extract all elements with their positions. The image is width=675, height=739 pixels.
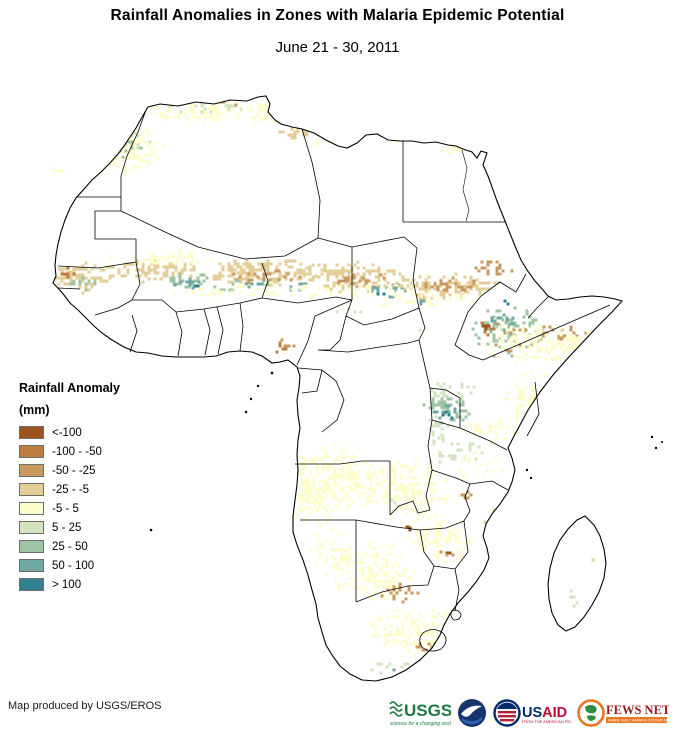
legend-swatch (19, 559, 44, 572)
legend-swatch (19, 502, 44, 515)
legend-swatch (19, 464, 44, 477)
small-islands (149, 371, 663, 532)
fewsnet-globe-icon (585, 705, 597, 721)
legend-item: -50 - -25 (19, 461, 120, 480)
legend-swatch (19, 578, 44, 591)
legend-label: -100 - -50 (52, 445, 102, 458)
legend-item: -25 - -5 (19, 480, 120, 499)
legend-swatch (19, 483, 44, 496)
legend-label: -50 - -25 (52, 464, 96, 477)
legend-title: Rainfall Anomaly (19, 381, 120, 395)
country-borders (57, 109, 611, 652)
legend-item: -5 - 5 (19, 499, 120, 518)
legend-swatch (19, 540, 44, 553)
legend-item: <-100 (19, 423, 120, 442)
usgs-logo: USGS science for a changing world (389, 701, 451, 727)
usaid-seal-stripes-icon (498, 711, 516, 722)
legend-item: 5 - 25 (19, 518, 120, 537)
legend-units: (mm) (19, 403, 50, 417)
usgs-wave-icon (389, 701, 403, 717)
noaa-sea-icon (462, 717, 482, 725)
noaa-logo (458, 699, 486, 727)
legend-swatch (19, 426, 44, 439)
page-title: Rainfall Anomalies in Zones with Malaria… (110, 7, 565, 24)
legend-label: <-100 (52, 426, 82, 439)
page-subtitle: June 21 - 30, 2011 (275, 39, 400, 56)
legend-items: <-100 -100 - -50 -50 - -25 -25 - -5 -5 - 5 5 … (19, 423, 120, 594)
legend-label: -5 - 5 (52, 502, 79, 515)
legend: Rainfall Anomaly (mm) <-100 -100 - -50 -50… (19, 381, 120, 594)
legend-item: 50 - 100 (19, 556, 120, 575)
fewsnet-bar-icon (606, 717, 667, 723)
usaid-tagline: FROM THE AMERICAN PEOPLE (522, 719, 571, 724)
legend-label: 25 - 50 (52, 540, 88, 553)
legend-swatch (19, 521, 44, 534)
legend-label: 5 - 25 (52, 521, 82, 534)
fewsnet-tagline: FAMINE EARLY WARNING SYSTEMS NETWORK (608, 718, 669, 722)
fewsnet-wordmark: FEWS NET (606, 703, 669, 717)
nile-river (461, 149, 470, 222)
noaa-bird-icon (461, 705, 482, 717)
fewsnet-logo: FEWS NET FAMINE EARLY WARNING SYSTEMS NE… (577, 699, 669, 727)
header: Rainfall Anomalies in Zones with Malaria… (0, 0, 675, 56)
legend-label: -25 - -5 (52, 483, 90, 496)
footer-logos: USGS science for a changing world USAID … (389, 695, 669, 731)
landmass (53, 96, 622, 681)
legend-item: 25 - 50 (19, 537, 120, 556)
usgs-wordmark: USGS (404, 701, 451, 720)
legend-item: > 100 (19, 575, 120, 594)
legend-item: -100 - -50 (19, 442, 120, 461)
anomaly-patches-islands (52, 166, 65, 173)
usaid-logo: USAID FROM THE AMERICAN PEOPLE (493, 699, 571, 727)
legend-label: 50 - 100 (52, 559, 95, 572)
usaid-wordmark: USAID (522, 705, 567, 721)
legend-swatch (19, 445, 44, 458)
footer-credit: Map produced by USGS/EROS (8, 700, 162, 712)
usaid-seal-chief-icon (497, 702, 517, 709)
legend-label: > 100 (52, 578, 82, 591)
usgs-tagline: science for a changing world (390, 721, 451, 727)
